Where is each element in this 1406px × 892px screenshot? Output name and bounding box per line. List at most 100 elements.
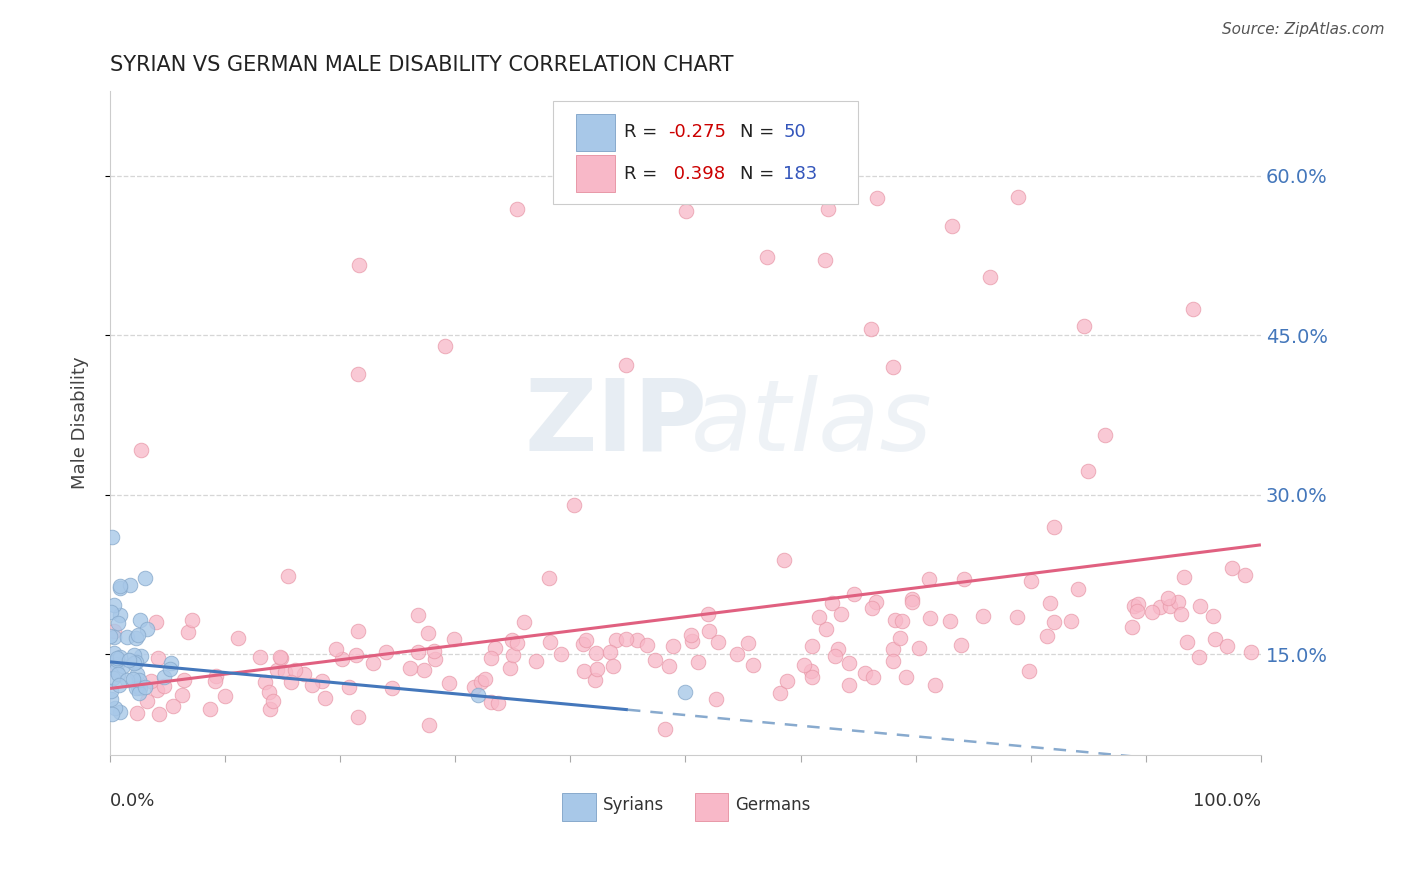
Point — [972, 608, 994, 623]
Point — [294, 667, 316, 681]
Text: 0.0%: 0.0% — [110, 792, 156, 810]
Point — [1043, 520, 1066, 534]
Point — [100, 531, 122, 545]
Point — [838, 678, 860, 692]
Point — [1123, 599, 1146, 613]
Point — [884, 614, 907, 628]
Point — [111, 658, 134, 673]
Point — [470, 674, 492, 689]
Point — [1149, 599, 1171, 614]
Point — [125, 667, 148, 681]
Point — [108, 706, 131, 720]
Point — [110, 581, 132, 595]
Point — [807, 610, 830, 624]
Point — [159, 657, 181, 671]
Text: 0.398: 0.398 — [668, 165, 725, 183]
Point — [413, 663, 436, 677]
Point — [800, 664, 823, 678]
Point — [399, 661, 422, 675]
Point — [418, 718, 440, 732]
Point — [901, 595, 924, 609]
Point — [479, 695, 502, 709]
Text: 183: 183 — [783, 165, 817, 183]
Text: 100.0%: 100.0% — [1192, 792, 1261, 810]
Point — [506, 636, 529, 650]
Point — [277, 569, 299, 583]
Point — [793, 658, 815, 673]
Point — [662, 640, 685, 654]
Point — [1188, 650, 1211, 665]
Point — [103, 701, 125, 715]
Point — [131, 648, 153, 663]
Point — [145, 615, 167, 629]
Point — [939, 615, 962, 629]
Point — [896, 670, 918, 684]
Text: N =: N = — [740, 165, 779, 183]
Point — [486, 696, 509, 710]
Point — [129, 443, 152, 458]
Point — [737, 636, 759, 650]
Point — [1007, 190, 1029, 204]
Point — [681, 628, 703, 642]
FancyBboxPatch shape — [576, 155, 616, 193]
Point — [1188, 599, 1211, 614]
Point — [801, 670, 824, 684]
Point — [204, 674, 226, 689]
Point — [882, 360, 904, 375]
Point — [838, 656, 860, 670]
Point — [347, 710, 370, 724]
Point — [425, 652, 447, 666]
Point — [381, 681, 404, 695]
Point — [118, 653, 141, 667]
Point — [675, 204, 697, 219]
Point — [1077, 465, 1099, 479]
Point — [173, 673, 195, 687]
Point — [1240, 645, 1263, 659]
Point — [575, 633, 598, 648]
Point — [1216, 639, 1239, 653]
Point — [347, 624, 370, 638]
Point — [110, 579, 132, 593]
Point — [103, 624, 125, 638]
Point — [941, 219, 963, 234]
Point — [135, 694, 157, 708]
Point — [439, 676, 461, 690]
Point — [572, 664, 595, 678]
Point — [924, 677, 946, 691]
Point — [128, 673, 150, 687]
Point — [1043, 615, 1066, 630]
Point — [128, 685, 150, 699]
Point — [853, 666, 876, 681]
Point — [122, 657, 145, 671]
Point — [108, 677, 131, 691]
Point — [707, 634, 730, 648]
Point — [602, 659, 624, 673]
Text: 50: 50 — [783, 123, 806, 142]
Point — [117, 673, 139, 687]
Point — [103, 598, 125, 612]
Point — [817, 202, 839, 216]
Point — [1121, 619, 1143, 633]
Point — [562, 499, 585, 513]
Point — [586, 662, 609, 676]
Point — [314, 691, 336, 706]
Point — [773, 552, 796, 566]
Point — [824, 649, 846, 664]
Point — [862, 670, 884, 684]
Point — [768, 686, 790, 700]
Point — [347, 367, 370, 381]
Point — [115, 630, 138, 644]
Point — [882, 642, 904, 657]
Point — [259, 702, 281, 716]
Point — [100, 692, 122, 706]
Point — [908, 640, 931, 655]
Point — [127, 627, 149, 641]
Point — [344, 648, 367, 663]
Point — [844, 587, 866, 601]
Point — [100, 660, 122, 674]
Point — [105, 651, 128, 665]
FancyBboxPatch shape — [576, 114, 616, 151]
Point — [827, 641, 849, 656]
Point — [103, 630, 125, 644]
Point — [104, 663, 127, 677]
